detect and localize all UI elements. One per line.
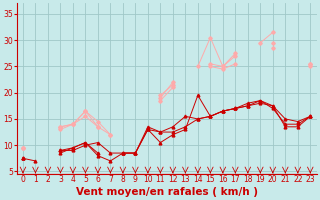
X-axis label: Vent moyen/en rafales ( km/h ): Vent moyen/en rafales ( km/h ) (76, 187, 258, 197)
